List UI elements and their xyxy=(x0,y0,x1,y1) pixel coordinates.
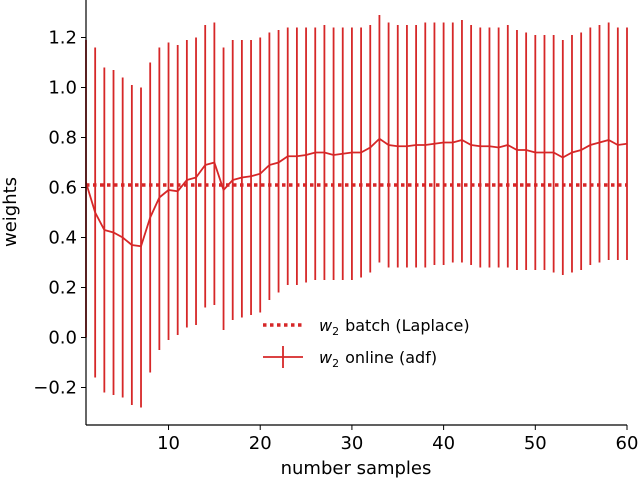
y-axis-label: weights xyxy=(0,177,21,247)
y-tick-label: 1.0 xyxy=(48,78,77,99)
legend: w2 batch (Laplace) w2 online (adf) xyxy=(263,316,470,370)
y-tick-label: 0.4 xyxy=(48,228,77,249)
y-tick-label: 0.8 xyxy=(48,128,77,149)
online-adf-line xyxy=(85,137,628,248)
y-tick-label: 0.0 xyxy=(48,328,77,349)
x-tick-label: 50 xyxy=(524,433,547,454)
x-tick-label: 10 xyxy=(157,433,180,454)
x-tick-label: 30 xyxy=(340,433,363,454)
y-tick-label: 0.2 xyxy=(48,278,77,299)
plot-area xyxy=(85,15,628,408)
x-tick-label: 20 xyxy=(249,433,272,454)
y-tick-label: 1.2 xyxy=(48,28,77,49)
y-tick-label: 0.6 xyxy=(48,178,77,199)
x-tick-label: 60 xyxy=(616,433,639,454)
x-axis-label: number samples xyxy=(281,458,432,479)
axes: 10 20 30 40 50 60 −0.2 0.0 0.2 0.4 0.6 0.8 1.0 1.2 xyxy=(33,0,638,454)
legend-online-label: w2 online (adf) xyxy=(319,348,437,370)
y-tick-label: −0.2 xyxy=(33,378,77,399)
legend-batch-label: w2 batch (Laplace) xyxy=(319,316,470,338)
x-tick-label: 40 xyxy=(432,433,455,454)
